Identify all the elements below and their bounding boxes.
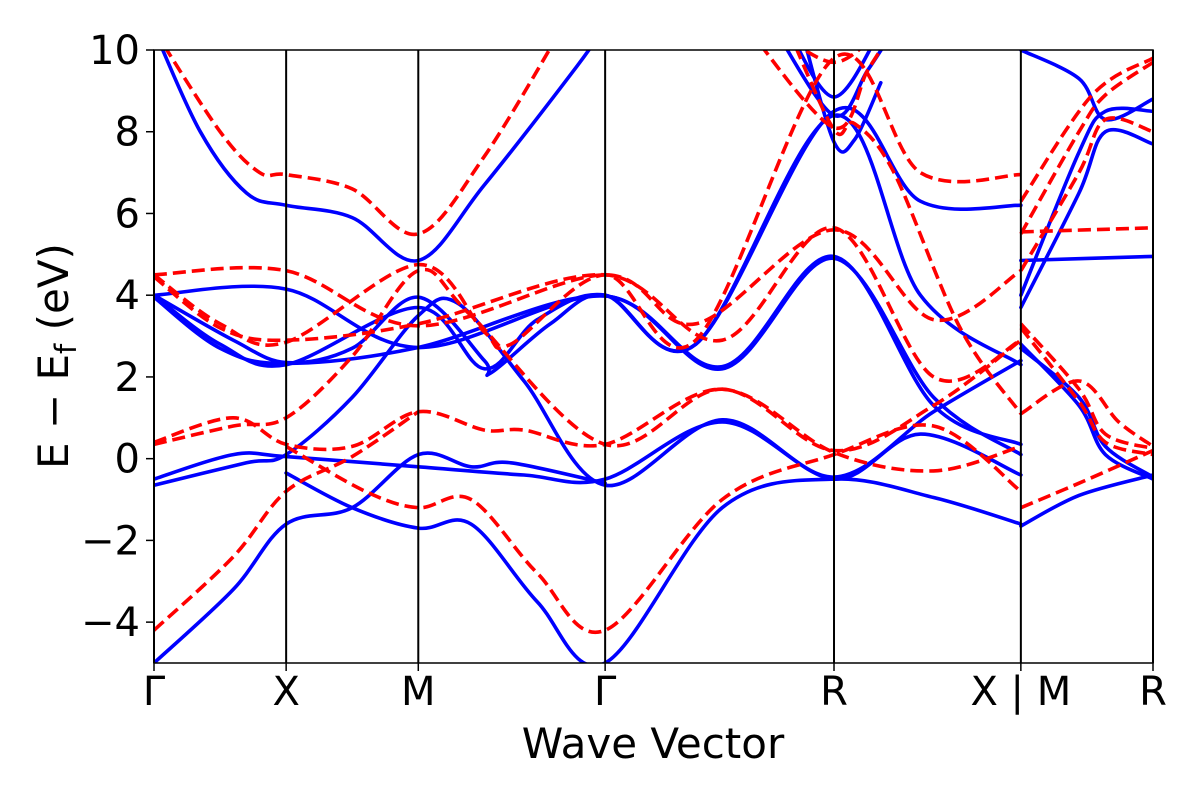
y-tick-label-2: 6 [115, 191, 140, 237]
band-dashed-red-20 [154, 227, 1022, 328]
x-tick-label-4: R [820, 669, 848, 715]
band-solid-blue-7 [154, 451, 607, 663]
band-dashed-red-24 [154, 387, 1022, 473]
x-tick-label-2: M [401, 669, 436, 715]
x-tick-label-5: X | M [970, 669, 1071, 715]
x-tick-label-3: Γ [594, 669, 617, 715]
band-solid-blue-0 [160, 50, 592, 263]
band-solid-blue-15 [1019, 128, 1153, 310]
band-solid-blue-1 [154, 256, 1023, 457]
band-solid-blue-12 [1019, 254, 1153, 263]
band-dashed-red-29 [795, 50, 1023, 415]
band-solid-blue-4 [154, 113, 1023, 378]
band-solid-blue-14 [1019, 106, 1153, 297]
band-solid-blue-10 [785, 50, 884, 118]
band-dashed-red-25 [154, 410, 420, 632]
band-dashed-red-30 [1020, 226, 1153, 234]
y-axis-label: E − Ef (eV) [29, 243, 83, 469]
y-tick-label-4: 2 [115, 355, 140, 401]
y-tick-label-0: 10 [89, 28, 140, 74]
band-dashed-red-34 [1019, 322, 1153, 451]
band-dashed-red-33 [1019, 116, 1153, 272]
band-dashed-red-26 [285, 423, 1023, 635]
y-axis-label-main: E − E [29, 354, 78, 469]
series-layer [154, 50, 1153, 663]
band-solid-blue-2 [154, 254, 1023, 447]
band-solid-blue-6 [154, 296, 1023, 488]
band-solid-blue-17 [1019, 342, 1153, 481]
y-tick-label-1: 8 [115, 110, 140, 156]
band-dashed-red-35 [1019, 326, 1153, 457]
band-dashed-red-36 [1019, 379, 1153, 448]
y-axis-label-unit: (eV) [29, 243, 78, 344]
band-dashed-red-32 [1019, 60, 1153, 235]
y-tick-label-6: −2 [81, 518, 140, 564]
y-tick-label-7: −4 [81, 600, 140, 646]
y-tick-label-3: 4 [115, 273, 140, 319]
band-solid-blue-13 [1019, 50, 1153, 122]
y-tick-label-5: 0 [115, 437, 140, 483]
band-solid-blue-11 [805, 50, 883, 154]
x-tick-label-6: R [1139, 669, 1167, 715]
x-ticks: Γ X M Γ R X | M R [143, 663, 1167, 715]
band-solid-blue-8 [284, 471, 1023, 663]
plot-frame [153, 49, 1154, 664]
band-solid-blue-18 [1019, 473, 1153, 528]
band-dashed-red-19 [164, 50, 552, 237]
y-ticks: 10 8 6 4 2 0 −2 −4 [81, 28, 154, 646]
band-dashed-red-37 [1020, 448, 1153, 510]
x-axis-label: Wave Vector [522, 719, 785, 768]
band-dashed-red-31 [1019, 56, 1153, 203]
y-axis-label-subscript: f [49, 343, 83, 354]
x-tick-label-1: X [272, 669, 299, 715]
band-dashed-red-21 [154, 225, 1022, 383]
band-dashed-red-22 [154, 52, 1021, 351]
x-tick-label-0: Γ [143, 669, 166, 715]
